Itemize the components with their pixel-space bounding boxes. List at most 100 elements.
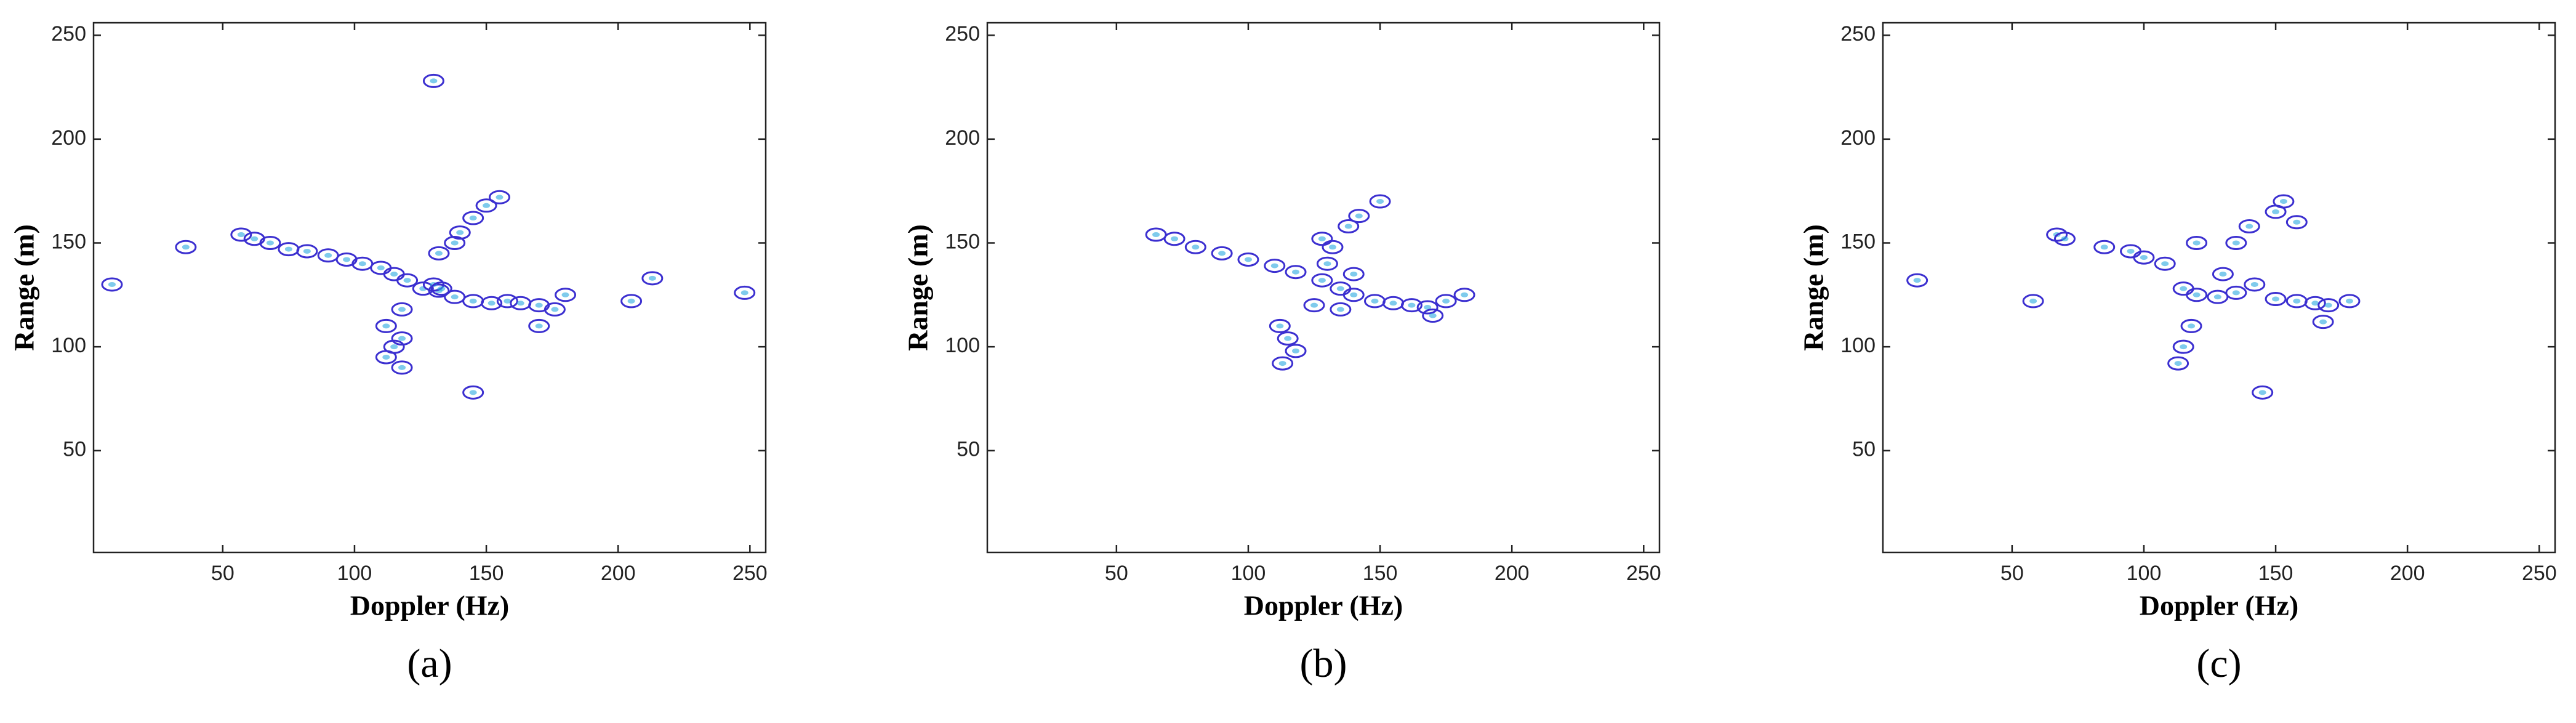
contour-ring [528, 318, 550, 333]
contour-core [377, 265, 385, 270]
y-tick-label: 100 [1840, 334, 1876, 357]
axes-box [986, 22, 1661, 554]
contour-ring [1369, 194, 1391, 209]
contour-core [469, 216, 477, 221]
contour-core [1408, 302, 1416, 308]
contour-core [1284, 336, 1292, 341]
contour-ring [2053, 232, 2076, 246]
x-tick-label: 50 [1105, 562, 1128, 585]
contour-ring [449, 225, 471, 240]
contour-core [535, 323, 543, 329]
contour-core [2127, 248, 2135, 254]
contour-core [469, 298, 477, 304]
contour-core [343, 257, 351, 262]
contour-core [251, 236, 259, 241]
contour-core [535, 302, 543, 308]
contour-core [483, 203, 491, 208]
contour-ring [1285, 344, 1307, 358]
contour-ring [1272, 356, 1294, 371]
contour-core [2345, 298, 2353, 304]
contour-ring [430, 281, 452, 296]
contour-core [2279, 199, 2287, 204]
contour-core [284, 246, 292, 252]
contour-ring [296, 244, 318, 259]
contour-core [1244, 257, 1252, 262]
contour-core [551, 307, 559, 312]
contour-ring [2186, 235, 2208, 250]
contour-ring [1269, 318, 1291, 333]
contour-ring [2225, 235, 2247, 250]
y-tick-label: 250 [51, 22, 86, 46]
contour-ring [1906, 273, 1928, 288]
contour-core [2174, 361, 2182, 366]
contour-core [2188, 323, 2196, 329]
contour-core [382, 354, 390, 360]
contour-ring [734, 285, 756, 300]
contour-core [2319, 319, 2327, 325]
contour-core [358, 261, 366, 267]
contour-core [2324, 302, 2332, 308]
contour-core [1429, 313, 1437, 318]
contour-core [2029, 298, 2037, 304]
contour-ring [230, 227, 252, 242]
contour-ring [2212, 267, 2234, 281]
contour-core [1278, 361, 1286, 366]
contour-ring [2312, 315, 2334, 329]
contour-core [1171, 236, 1179, 241]
y-axis-label: Range (m) [1798, 224, 1829, 351]
contour-core [504, 298, 512, 304]
y-tick-label: 250 [945, 22, 980, 46]
contour-ring [2317, 298, 2340, 313]
contour-core [1328, 244, 1336, 250]
y-tick-label: 150 [1840, 230, 1876, 253]
contour-core [390, 272, 398, 277]
contour-core [2311, 301, 2319, 306]
contour-core [2193, 292, 2201, 297]
contour-core [1292, 269, 1300, 275]
contour-core [2213, 294, 2221, 300]
contour-core [2061, 236, 2069, 241]
contour-core [496, 195, 504, 200]
contour-core [266, 240, 274, 246]
contour-ring [2338, 294, 2361, 309]
axes-box [1882, 22, 2556, 554]
caption: (b) [1300, 641, 1347, 686]
contour-core [2293, 298, 2301, 304]
x-tick-label: 200 [2390, 562, 2425, 585]
contour-core [324, 252, 332, 258]
contour-ring [2133, 250, 2155, 265]
contour-ring [422, 277, 444, 292]
contour-core [1442, 298, 1450, 304]
contour-ring [1311, 232, 1333, 246]
contour-ring [2244, 277, 2266, 292]
y-tick-label: 200 [51, 126, 86, 150]
x-axis-label: Doppler (Hz) [2140, 590, 2299, 621]
y-tick-label: 200 [945, 126, 980, 150]
y-tick-label: 50 [1852, 438, 1876, 461]
contour-ring [259, 235, 281, 250]
x-tick-label: 100 [2127, 562, 2162, 585]
x-axis-label: Doppler (Hz) [1244, 590, 1403, 621]
contour-ring [1322, 240, 1344, 254]
x-tick-label: 150 [1363, 562, 1398, 585]
y-axis-label: Range (m) [9, 224, 40, 351]
x-tick-label: 250 [732, 562, 768, 585]
contour-core [1389, 301, 1397, 306]
contour-ring [2167, 356, 2189, 371]
x-tick-label: 200 [601, 562, 636, 585]
contour-core [1424, 305, 1432, 310]
x-tick-label: 150 [2258, 562, 2293, 585]
contour-core [1218, 251, 1226, 256]
contour-core [2232, 290, 2240, 296]
contour-core [1318, 236, 1326, 241]
contour-ring [1400, 298, 1422, 313]
contour-core [1318, 278, 1326, 283]
contour-core [516, 301, 524, 306]
contour-ring [1184, 240, 1206, 254]
x-tick-label: 100 [1231, 562, 1266, 585]
y-tick-label: 50 [63, 438, 86, 461]
contour-ring [641, 271, 664, 286]
contour-ring [475, 198, 497, 213]
contour-core [398, 336, 406, 341]
contour-core [1344, 224, 1352, 229]
